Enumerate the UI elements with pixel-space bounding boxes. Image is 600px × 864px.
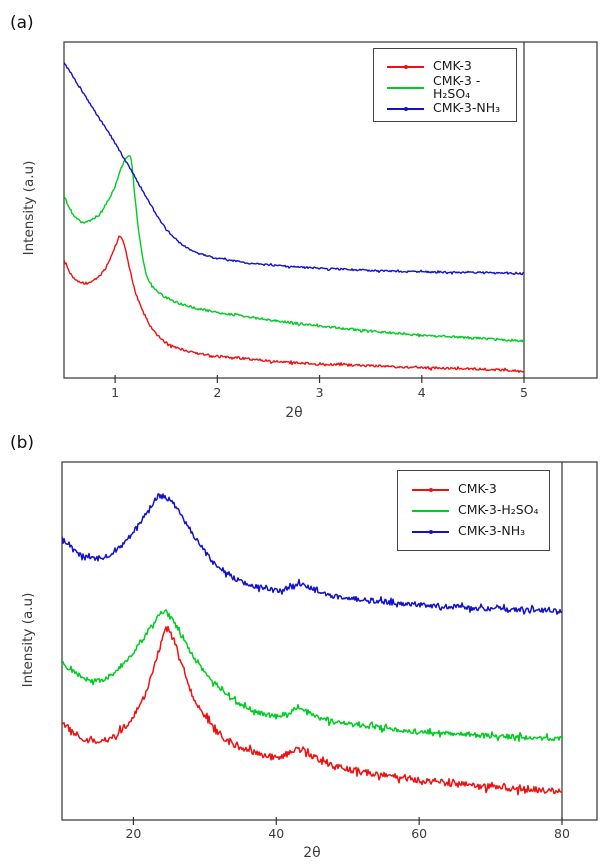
x-tick-label: 3 xyxy=(316,385,324,400)
legend-line-sample xyxy=(387,86,424,89)
panel-b-plot: 20 40 60 80 xyxy=(61,461,598,841)
legend-line-sample xyxy=(412,487,449,492)
series-curve-cmk-3 xyxy=(62,625,562,796)
legend-line-sample xyxy=(412,529,449,534)
series-curve-cmk-3 xyxy=(64,235,524,373)
legend-line-sample xyxy=(387,106,424,111)
plot-outer-frame xyxy=(63,41,598,379)
legend-label: CMK-3 -H₂SO₄ xyxy=(433,73,481,101)
x-tick-label: 40 xyxy=(268,826,284,841)
legend-label: CMK-3-NH₃ xyxy=(433,100,501,116)
legend-item: CMK-3 xyxy=(412,479,549,500)
panel-b-xaxis-title: 2θ xyxy=(303,845,321,861)
panel-a-plot: 1 2 3 4 5 xyxy=(63,41,598,400)
panel-a-tag: (a) xyxy=(10,13,34,33)
plot-outer-frame xyxy=(61,461,598,821)
x-tick-label: 1 xyxy=(111,385,119,400)
legend-label: CMK-3-H₂SO₄ xyxy=(458,502,539,518)
series-curve-cmk-3-h-so- xyxy=(64,154,524,343)
panel-b-tag: (b) xyxy=(10,433,35,453)
panel-b-legend: CMK-3 CMK-3-H₂SO₄ CMK-3-NH₃ xyxy=(397,470,550,551)
x-tick-label: 80 xyxy=(554,826,570,841)
x-tick-label: 2 xyxy=(213,385,221,400)
panel-a-yaxis-title: Intensity (a.u) xyxy=(21,160,37,256)
legend-item: CMK-3 xyxy=(387,56,516,77)
legend-item: CMK-3-NH₃ xyxy=(387,98,516,119)
panel-a-legend: CMK-3 CMK-3 -H₂SO₄ CMK-3-NH₃ xyxy=(373,48,517,122)
series-curve-cmk-3-nh- xyxy=(64,61,524,276)
legend-marker-dot xyxy=(428,529,433,534)
series-curve-cmk-3-nh- xyxy=(62,493,562,615)
panel-b-yaxis-title: Intensity (a.u) xyxy=(20,592,36,688)
x-tick-label: 20 xyxy=(125,826,141,841)
legend-marker-dot xyxy=(403,64,408,69)
legend-marker-dot xyxy=(403,106,408,111)
legend-label: CMK-3-NH₃ xyxy=(458,523,526,539)
legend-marker-dot xyxy=(428,487,433,492)
legend-label: CMK-3 xyxy=(458,481,497,497)
x-tick-label: 4 xyxy=(418,385,426,400)
series-curve-cmk-3-h-so- xyxy=(62,609,562,743)
legend-line-sample xyxy=(387,64,424,69)
panel-a-xaxis-title: 2θ xyxy=(285,405,303,421)
legend-line-sample xyxy=(412,509,449,512)
legend-item: CMK-3 -H₂SO₄ xyxy=(387,73,516,101)
legend-item: CMK-3-H₂SO₄ xyxy=(412,500,549,521)
legend-label: CMK-3 xyxy=(433,58,472,74)
x-tick-label: 60 xyxy=(411,826,427,841)
legend-item: CMK-3-NH₃ xyxy=(412,521,549,542)
x-tick-label: 5 xyxy=(520,385,528,400)
